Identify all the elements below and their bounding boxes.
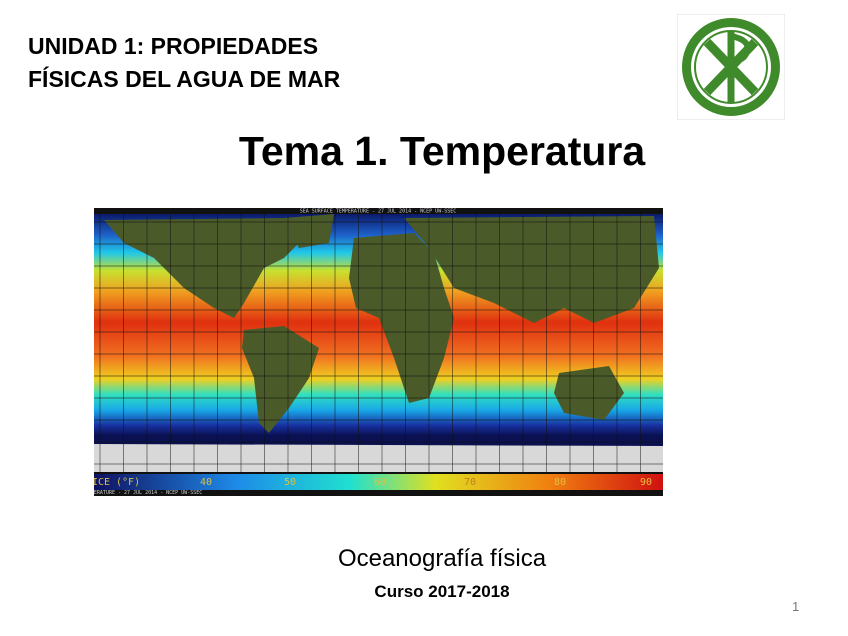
legend-label: 90: [640, 477, 652, 488]
unit-heading: UNIDAD 1: PROPIEDADES FÍSICAS DEL AGUA D…: [28, 30, 340, 96]
legend-label: 50: [284, 477, 296, 488]
unit-line: UNIDAD 1: PROPIEDADES: [28, 33, 319, 59]
slide-title: Tema 1. Temperatura: [238, 128, 646, 174]
subtitle: Oceanografía física: [337, 545, 547, 572]
legend-label: 80: [554, 477, 566, 488]
map-grid: [94, 214, 663, 472]
continents: [94, 214, 663, 472]
legend-label: 40: [200, 477, 212, 488]
legend-label: 70: [464, 477, 476, 488]
legend-bar: [94, 474, 663, 490]
course: Curso 2017-2018: [374, 582, 510, 601]
legend-label: 60: [374, 477, 386, 488]
unit-line: FÍSICAS DEL AGUA DE MAR: [28, 66, 341, 92]
map-caption: SEA SURFACE TEMPERATURE - 27 JUL 2014 - …: [94, 490, 202, 496]
map-caption: SEA SURFACE TEMPERATURE - 27 JUL 2014 - …: [300, 209, 457, 215]
legend-title: ICE (°F): [94, 477, 140, 488]
sst-map: SEA SURFACE TEMPERATURE - 27 JUL 2014 - …: [94, 208, 663, 496]
logo: [677, 14, 785, 120]
page-number: 1: [792, 599, 800, 614]
